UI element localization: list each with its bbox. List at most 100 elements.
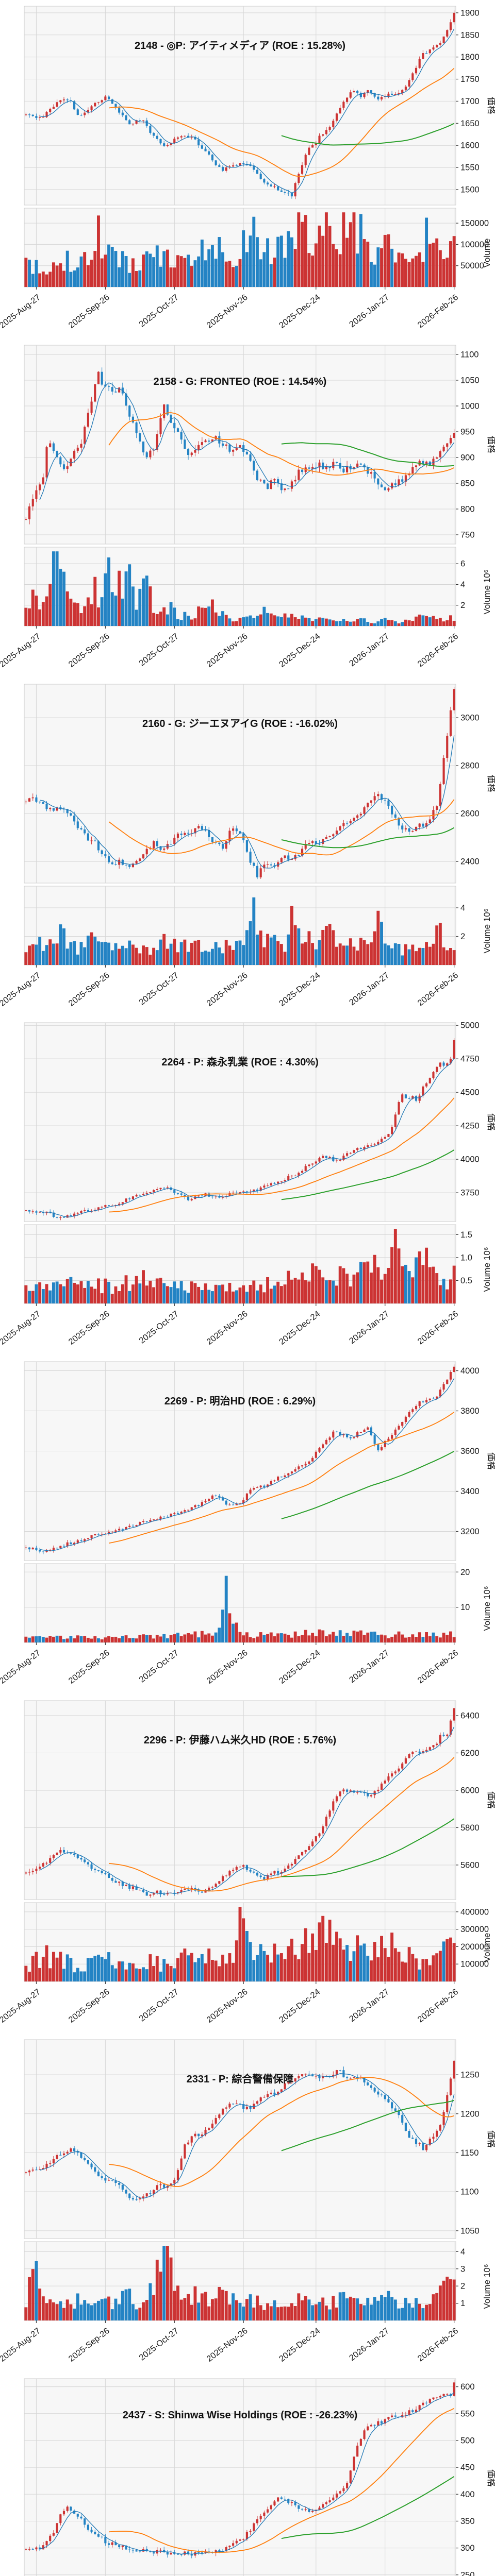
svg-text:2026-Feb-26: 2026-Feb-26 xyxy=(416,1309,460,1346)
svg-text:4750: 4750 xyxy=(460,1055,480,1064)
svg-text:4250: 4250 xyxy=(460,1122,480,1131)
svg-text:2026-Feb-26: 2026-Feb-26 xyxy=(416,293,460,330)
svg-text:2025-Aug-27: 2025-Aug-27 xyxy=(0,632,42,669)
svg-text:550: 550 xyxy=(460,2409,475,2418)
svg-text:2025-Dec-24: 2025-Dec-24 xyxy=(277,632,322,669)
svg-text:1850: 1850 xyxy=(460,30,480,40)
svg-text:2026-Feb-26: 2026-Feb-26 xyxy=(416,1648,460,1685)
svg-text:3: 3 xyxy=(460,2264,465,2274)
svg-text:750: 750 xyxy=(460,530,475,539)
svg-text:2025-Nov-26: 2025-Nov-26 xyxy=(205,971,249,1008)
svg-text:4: 4 xyxy=(460,580,465,589)
svg-text:Volume 10⁶: Volume 10⁶ xyxy=(482,1586,492,1631)
svg-text:2026-Feb-26: 2026-Feb-26 xyxy=(416,2326,460,2363)
svg-text:2025-Sep-26: 2025-Sep-26 xyxy=(67,1987,111,2025)
svg-text:2025-Aug-27: 2025-Aug-27 xyxy=(0,293,42,330)
svg-text:2: 2 xyxy=(460,601,465,610)
svg-text:2026-Feb-26: 2026-Feb-26 xyxy=(416,1987,460,2024)
svg-text:3750: 3750 xyxy=(460,1189,480,1198)
svg-text:価格: 価格 xyxy=(486,97,495,114)
svg-text:2025-Dec-24: 2025-Dec-24 xyxy=(277,1648,322,1686)
svg-text:100000: 100000 xyxy=(460,1960,489,1969)
svg-text:2025-Nov-26: 2025-Nov-26 xyxy=(205,1987,249,2025)
svg-text:150000: 150000 xyxy=(460,219,489,228)
svg-text:2026-Jan-27: 2026-Jan-27 xyxy=(348,293,391,329)
svg-text:2025-Aug-27: 2025-Aug-27 xyxy=(0,971,42,1008)
svg-text:2025-Oct-27: 2025-Oct-27 xyxy=(137,1309,180,1346)
svg-text:3800: 3800 xyxy=(460,1406,480,1416)
svg-text:5000: 5000 xyxy=(460,1021,480,1030)
svg-text:2025-Aug-27: 2025-Aug-27 xyxy=(0,2326,42,2364)
svg-text:1700: 1700 xyxy=(460,97,480,106)
svg-text:2025-Aug-27: 2025-Aug-27 xyxy=(0,1648,42,1686)
svg-text:Volume 10⁶: Volume 10⁶ xyxy=(482,2264,492,2309)
svg-text:2025-Oct-27: 2025-Oct-27 xyxy=(137,632,180,668)
svg-text:2025-Dec-24: 2025-Dec-24 xyxy=(277,971,322,1008)
svg-text:4000: 4000 xyxy=(460,1366,480,1376)
candlestick-plot-2160: 2400 2600 2800 3000 2 4 2025-Aug-27 2025-Sep-26… xyxy=(0,684,495,1008)
svg-text:2025-Sep-26: 2025-Sep-26 xyxy=(67,971,111,1008)
svg-text:2: 2 xyxy=(460,2281,465,2291)
svg-text:300: 300 xyxy=(460,2544,475,2553)
svg-text:Volume: Volume xyxy=(482,1933,492,1962)
svg-text:2025-Aug-27: 2025-Aug-27 xyxy=(0,1987,42,2025)
svg-text:6: 6 xyxy=(460,559,465,568)
svg-text:450: 450 xyxy=(460,2463,475,2472)
svg-text:2025-Sep-26: 2025-Sep-26 xyxy=(67,632,111,669)
stock-chart-2269: 3200 3400 3600 3800 4000 10 20 2025-Aug-27 2025-… xyxy=(0,1355,495,1694)
svg-text:2025-Sep-26: 2025-Sep-26 xyxy=(67,1309,111,1347)
svg-text:200000: 200000 xyxy=(460,1942,489,1952)
svg-text:2025-Nov-26: 2025-Nov-26 xyxy=(205,293,249,330)
svg-text:2026-Feb-26: 2026-Feb-26 xyxy=(416,632,460,669)
candlestick-plot-2264: 3750 4000 4250 4500 4750 5000 0.5 1.0 1.5 2025-Au… xyxy=(0,1021,495,1347)
svg-text:2026-Jan-27: 2026-Jan-27 xyxy=(348,1309,391,1346)
svg-text:価格: 価格 xyxy=(486,2130,495,2148)
svg-text:2026-Jan-27: 2026-Jan-27 xyxy=(348,1987,391,2024)
candlestick-plot-2437: 2503003504004505005506000.51.01.52.02025… xyxy=(24,2378,495,2576)
stock-chart-2296: 5600 5800 6000 6200 6400 100000 200000 300000 40… xyxy=(0,1694,495,2033)
svg-text:1200: 1200 xyxy=(460,2109,480,2119)
svg-text:5600: 5600 xyxy=(460,1860,480,1870)
svg-text:4000: 4000 xyxy=(460,1155,480,1164)
svg-text:850: 850 xyxy=(460,479,475,488)
svg-text:1: 1 xyxy=(460,2299,465,2308)
svg-text:2025-Oct-27: 2025-Oct-27 xyxy=(137,293,180,329)
svg-text:600: 600 xyxy=(460,2382,475,2392)
svg-text:500: 500 xyxy=(460,2436,475,2445)
svg-text:Volume 10⁶: Volume 10⁶ xyxy=(482,908,492,953)
svg-text:2400: 2400 xyxy=(460,857,480,866)
svg-text:1900: 1900 xyxy=(460,8,480,18)
svg-text:1100: 1100 xyxy=(460,350,478,359)
svg-text:3200: 3200 xyxy=(460,1527,480,1536)
svg-text:900: 900 xyxy=(460,453,475,462)
svg-text:価格: 価格 xyxy=(486,2469,495,2487)
svg-text:1250: 1250 xyxy=(460,2070,480,2079)
svg-text:250: 250 xyxy=(460,2570,475,2576)
svg-text:価格: 価格 xyxy=(486,1791,495,1809)
svg-text:2025-Oct-27: 2025-Oct-27 xyxy=(137,2326,180,2363)
svg-text:3400: 3400 xyxy=(460,1487,480,1496)
svg-text:2026-Feb-26: 2026-Feb-26 xyxy=(416,971,460,1008)
svg-text:2800: 2800 xyxy=(460,761,480,770)
svg-text:1550: 1550 xyxy=(460,163,480,173)
svg-text:2026-Jan-27: 2026-Jan-27 xyxy=(348,971,391,1007)
svg-text:Volume 10⁶: Volume 10⁶ xyxy=(482,569,492,614)
candlestick-plot-2296: 5600 5800 6000 6200 6400 100000 200000 300000 40… xyxy=(0,1700,495,2025)
svg-text:2025-Nov-26: 2025-Nov-26 xyxy=(205,632,249,669)
svg-text:10: 10 xyxy=(460,1603,470,1612)
stock-chart-2331: 1050 1100 1150 1200 1250 1 2 3 4 2025-Aug-27 2025-… xyxy=(0,2033,495,2372)
svg-text:3000: 3000 xyxy=(460,713,480,722)
svg-text:2025-Dec-24: 2025-Dec-24 xyxy=(277,2326,322,2364)
svg-text:1750: 1750 xyxy=(460,75,480,84)
svg-text:2025-Oct-27: 2025-Oct-27 xyxy=(137,1987,180,2024)
candlestick-plot-2331: 1050 1100 1150 1200 1250 1 2 3 4 2025-Aug-27 2025-… xyxy=(0,2039,495,2364)
svg-text:2025-Dec-24: 2025-Dec-24 xyxy=(277,1987,322,2025)
svg-text:2025-Aug-27: 2025-Aug-27 xyxy=(0,1309,42,1347)
svg-text:400000: 400000 xyxy=(460,1907,489,1917)
svg-text:2025-Sep-26: 2025-Sep-26 xyxy=(67,2326,111,2364)
svg-text:1800: 1800 xyxy=(460,53,480,62)
candlestick-plot-2148: 1500 1550 1600 1650 1700 1750 1800 1850 1900 5000… xyxy=(0,6,495,330)
svg-text:950: 950 xyxy=(460,427,475,436)
svg-text:0.5: 0.5 xyxy=(460,1276,472,1285)
